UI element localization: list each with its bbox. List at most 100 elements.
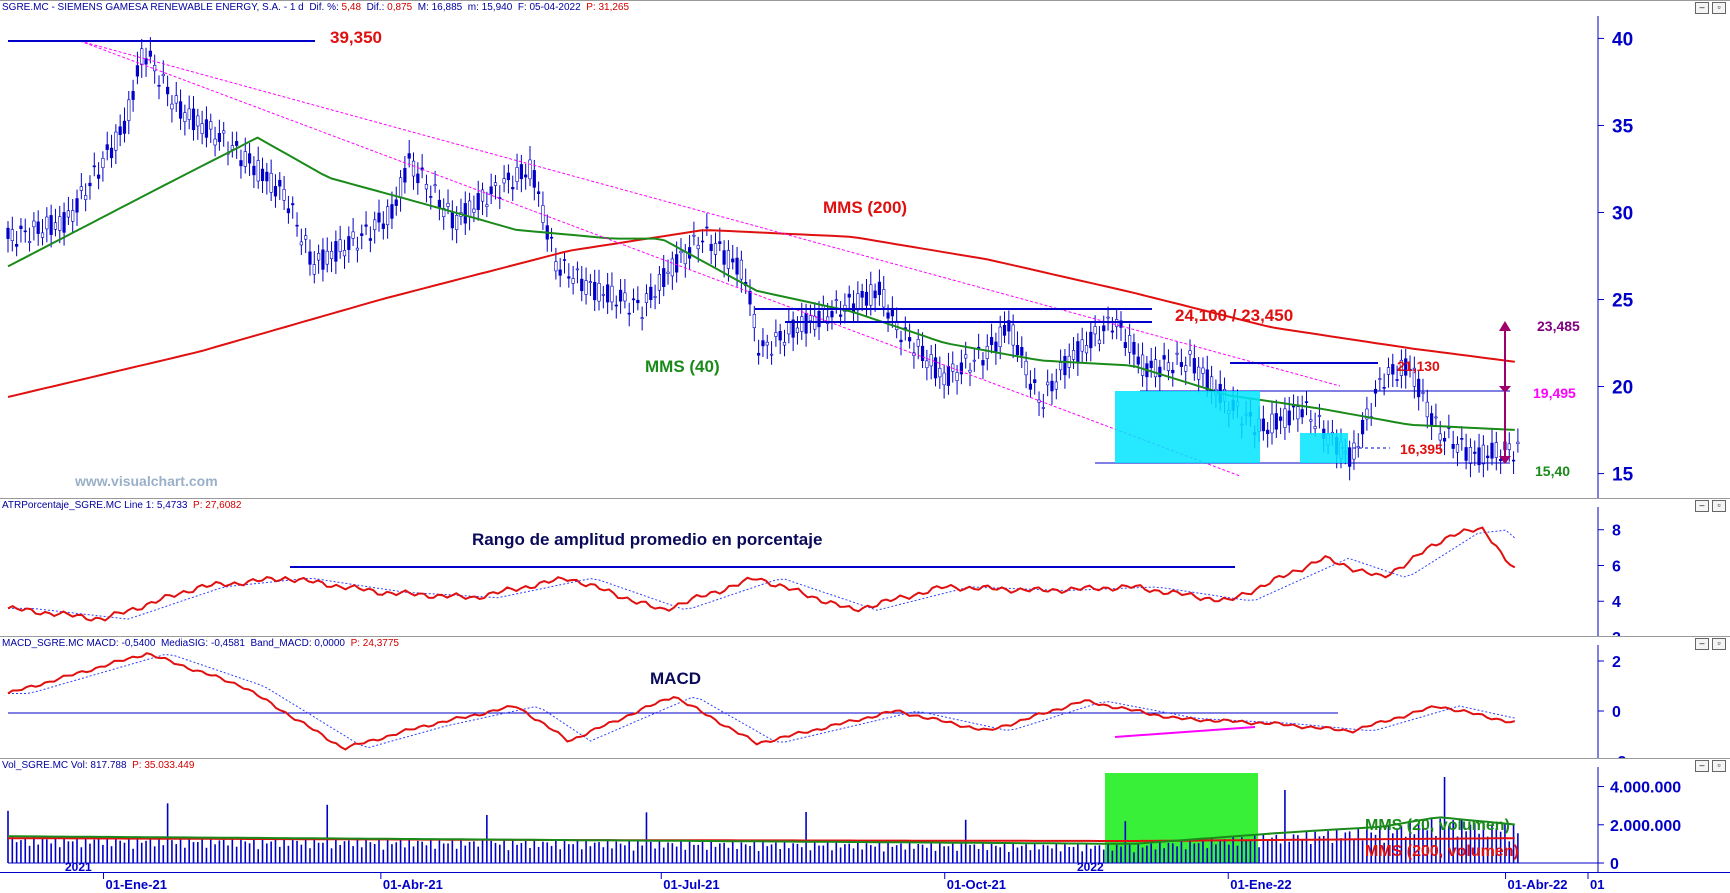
price-header: SGRE.MC - SIEMENS GAMESA RENEWABLE ENERG…	[2, 2, 629, 13]
candle-body	[662, 268, 666, 288]
candle-body	[649, 286, 653, 300]
candle-body	[856, 293, 860, 311]
price-y-tick-label: 40	[1612, 29, 1633, 50]
candle-body	[692, 234, 696, 237]
candle-body	[187, 108, 191, 120]
maximize-icon[interactable]: ▫	[1712, 2, 1726, 14]
candle-body	[942, 372, 946, 386]
candle-body	[726, 250, 731, 269]
minimize-icon[interactable]: –	[1695, 638, 1709, 650]
candle-body	[1179, 362, 1183, 367]
candle-body	[1123, 342, 1127, 348]
candle-body	[84, 195, 88, 201]
candle-body	[58, 216, 62, 231]
candle-body	[679, 250, 683, 254]
watermark: www.visualchart.com	[74, 473, 218, 489]
candle-body	[1153, 359, 1158, 378]
candle-body	[476, 193, 480, 210]
arrow-head-top-icon	[1499, 321, 1511, 331]
candle-body	[1404, 358, 1408, 376]
candle-body	[446, 203, 450, 207]
macd-sig-label: MediaSIG:	[160, 638, 209, 649]
vol-p-value: 35.033.449	[144, 760, 195, 771]
candle-body	[291, 203, 295, 206]
vol-y-tick-label: 0	[1610, 856, 1619, 873]
candle-body	[778, 330, 782, 341]
p-label: P:	[586, 2, 596, 13]
candle-body	[114, 131, 118, 151]
candle-body	[739, 259, 743, 280]
candle-body	[1317, 415, 1322, 417]
candle-body	[1442, 437, 1447, 442]
candle-body	[1158, 366, 1162, 378]
candle-body	[295, 224, 299, 227]
mms200-line	[7, 229, 1515, 398]
maximize-icon[interactable]: ▫	[1712, 638, 1726, 650]
candle-body	[1059, 362, 1063, 371]
candle-body	[467, 200, 472, 217]
dif-pct-label: Dif. %:	[309, 2, 339, 13]
candle-body	[403, 168, 407, 183]
candle-body	[1054, 381, 1058, 390]
candle-body	[1063, 356, 1067, 376]
candle-body	[765, 341, 769, 346]
minimize-icon[interactable]: –	[1695, 760, 1709, 772]
candle-body	[196, 115, 200, 127]
maximize-icon[interactable]: ▫	[1712, 500, 1726, 512]
candle-body	[916, 339, 920, 347]
candle-body	[985, 345, 989, 359]
atr-p-value: 27,6082	[205, 500, 242, 511]
maximize-icon[interactable]: ▫	[1712, 760, 1726, 772]
candle-body	[830, 311, 834, 318]
macd-header: MACD_SGRE.MC MACD: -0,5400 MediaSIG: -0,…	[2, 638, 399, 649]
candle-body	[549, 236, 554, 239]
candle-body	[394, 199, 398, 206]
price-y-tick-label: 30	[1612, 203, 1633, 224]
candle-body	[71, 210, 75, 222]
candle-body	[355, 247, 360, 251]
candle-body	[657, 274, 662, 291]
candle-body	[19, 225, 23, 230]
candle-body	[994, 341, 998, 352]
candle-body	[1481, 444, 1485, 465]
candle-body	[75, 198, 79, 213]
price-y-tick-label: 15	[1612, 465, 1634, 486]
candle-body	[757, 352, 761, 356]
candle-body	[148, 50, 152, 57]
candle-body	[774, 332, 778, 337]
candle-body	[153, 65, 157, 72]
candle-body	[1468, 447, 1473, 464]
vol-mms20-line	[7, 816, 1515, 845]
candle-body	[53, 222, 58, 230]
candle-body	[597, 283, 601, 302]
candle-body	[1304, 401, 1309, 403]
mms40-line	[7, 136, 1515, 431]
candle-body	[342, 250, 347, 257]
candle-body	[666, 271, 670, 274]
candle-body	[269, 172, 273, 193]
candle-body	[761, 340, 765, 347]
minimize-icon[interactable]: –	[1695, 2, 1709, 14]
candle-body	[1313, 426, 1317, 429]
candle-body	[584, 280, 588, 295]
candle-body	[1011, 324, 1015, 346]
minimize-icon[interactable]: –	[1695, 500, 1709, 512]
candle-body	[1274, 413, 1278, 430]
candle-body	[571, 278, 575, 284]
candle-body	[847, 293, 851, 298]
price-y-tick-label: 20	[1612, 378, 1633, 399]
candle-body	[260, 168, 265, 182]
candle-body	[1084, 345, 1089, 354]
candle-body	[1460, 438, 1464, 440]
candle-body	[351, 231, 355, 239]
candle-body	[390, 204, 394, 219]
atr-panel: ATRPorcentaje_SGRE.MC Line 1: 5,4733 P: …	[0, 498, 1730, 647]
candle-body	[1205, 369, 1209, 391]
candle-body	[433, 184, 437, 187]
candle-body	[1188, 350, 1192, 355]
dif-pct-value: 5,48	[341, 2, 362, 13]
candle-body	[1197, 366, 1201, 380]
macd-sig-value: -0,4581	[211, 638, 245, 649]
label-high: 39,350	[330, 28, 382, 47]
candle-body	[873, 290, 877, 299]
